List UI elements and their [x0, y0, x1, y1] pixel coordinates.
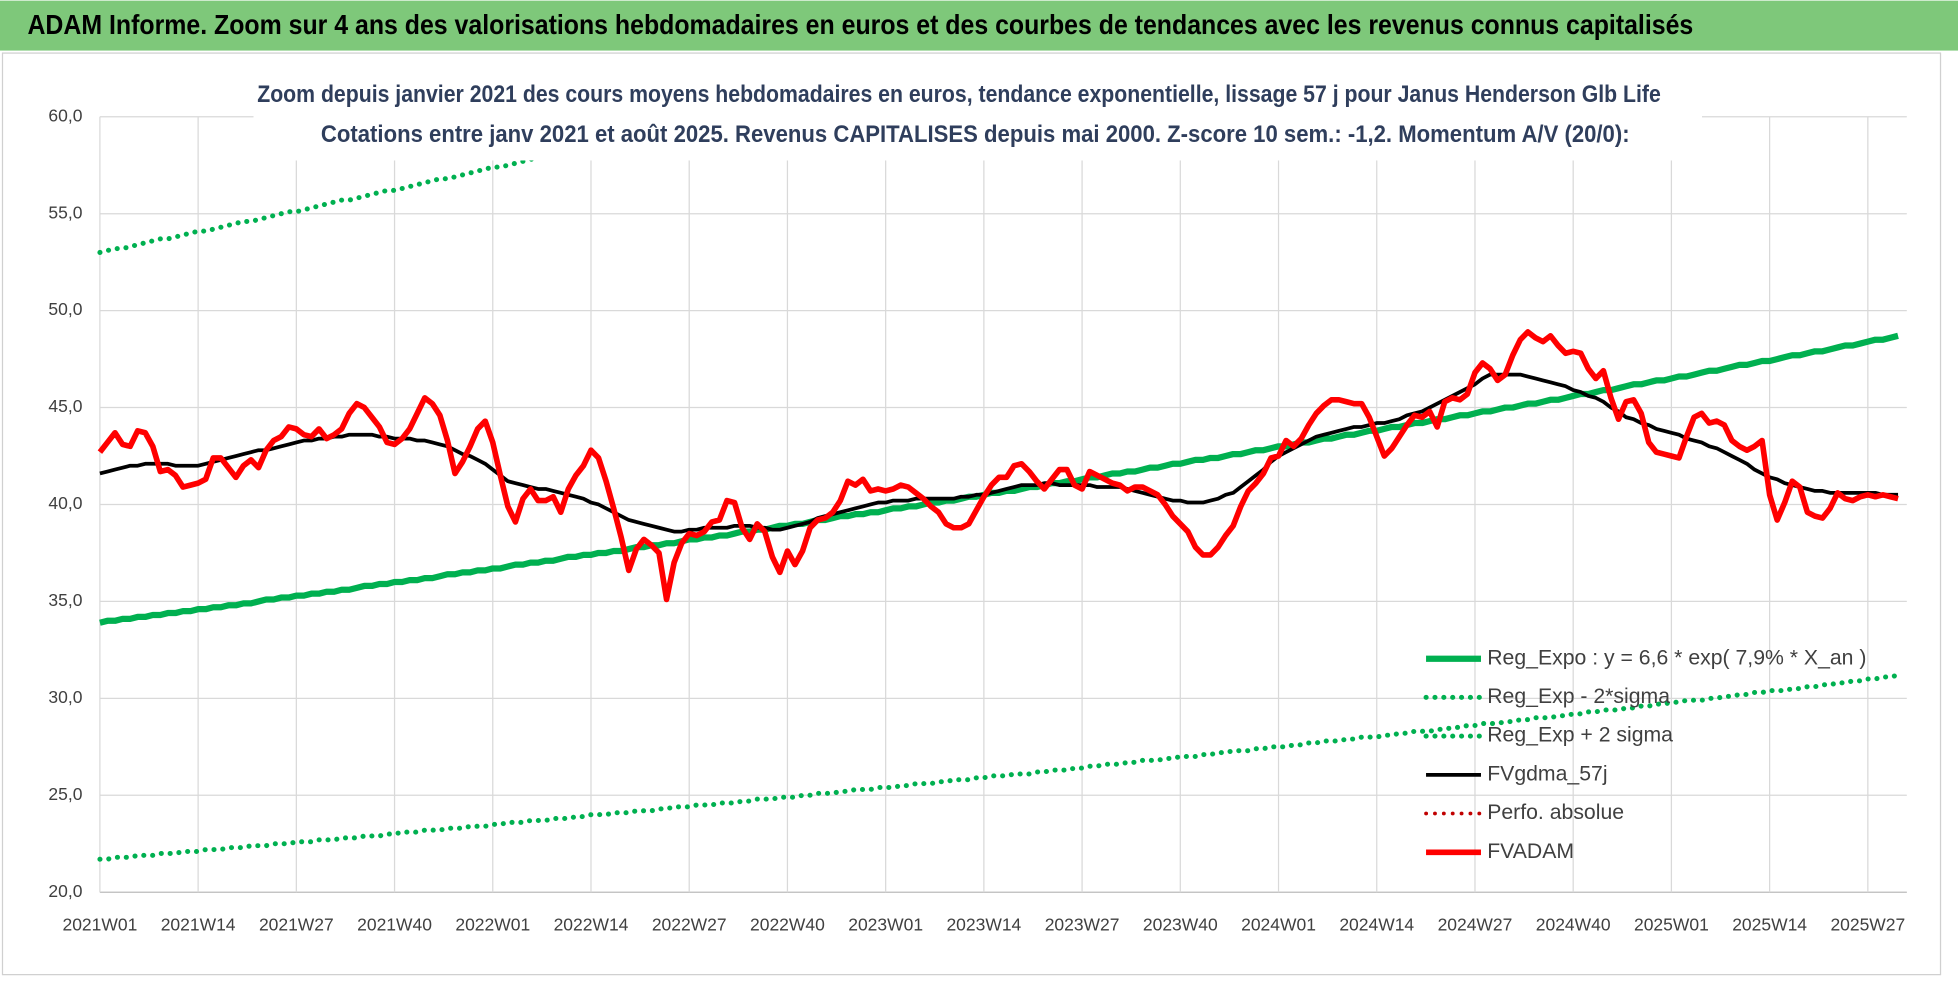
legend-label: Perfo. absolue: [1487, 801, 1624, 824]
x-tick-label: 2022W27: [652, 915, 727, 935]
x-tick-label: 2023W40: [1143, 915, 1218, 935]
x-tick-label: 2025W01: [1634, 915, 1709, 935]
subtitle: Zoom depuis janvier 2021 des cours moyen…: [257, 82, 1661, 108]
y-tick-label: 20,0: [48, 881, 82, 901]
y-tick-label: 35,0: [48, 590, 82, 610]
y-tick-label: 40,0: [48, 493, 82, 513]
x-tick-label: 2021W01: [63, 915, 138, 935]
x-tick-label: 2024W40: [1536, 915, 1611, 935]
y-tick-label: 45,0: [48, 396, 82, 416]
y-tick-label: 60,0: [48, 105, 82, 125]
series-line: [97, 329, 1899, 603]
legend-label: Reg_Exp - 2*sigma: [1487, 685, 1670, 708]
x-tick-label: 2023W14: [946, 915, 1021, 935]
chart-title: ADAM Informe. Zoom sur 4 ans des valoris…: [27, 9, 1693, 40]
x-tick-label: 2025W14: [1732, 915, 1807, 935]
x-tick-label: 2023W27: [1045, 915, 1120, 935]
legend-label: FVADAM: [1487, 840, 1574, 863]
series-line: [97, 672, 1901, 862]
y-tick-label: 55,0: [48, 202, 82, 222]
y-tick-label: 30,0: [48, 687, 82, 707]
plot-area: [97, 116, 1901, 862]
legend-label: Reg_Exp + 2 sigma: [1487, 724, 1673, 747]
x-tick-label: 2021W40: [357, 915, 432, 935]
chart-frame: [1, 52, 1942, 976]
x-tick-label: 2024W27: [1438, 915, 1513, 935]
x-tick-label: 2024W14: [1339, 915, 1414, 935]
y-tick-label: 25,0: [48, 784, 82, 804]
x-tick-label: 2022W14: [554, 915, 629, 935]
x-tick-label: 2023W01: [848, 915, 923, 935]
x-tick-label: 2022W01: [455, 915, 530, 935]
x-tick-label: 2025W27: [1830, 915, 1905, 935]
series-line: [99, 332, 1899, 626]
y-tick-label: 50,0: [48, 299, 82, 319]
x-tick-label: 2024W01: [1241, 915, 1316, 935]
subtitle-box: [253, 73, 1703, 161]
x-tick-label: 2021W27: [259, 915, 334, 935]
x-tick-label: 2022W40: [750, 915, 825, 935]
legend: Reg_Expo : y = 6,6 * exp( 7,9% * X_an ) R…: [1423, 646, 1866, 863]
x-tick-label: 2021W14: [161, 915, 236, 935]
legend-label: Reg_Expo : y = 6,6 * exp( 7,9% * X_an ): [1487, 646, 1866, 669]
subtitle: Cotations entre janv 2021 et août 2025. …: [321, 122, 1630, 148]
banner: [0, 0, 1958, 51]
legend-label: FVgdma_57j: [1487, 762, 1607, 785]
